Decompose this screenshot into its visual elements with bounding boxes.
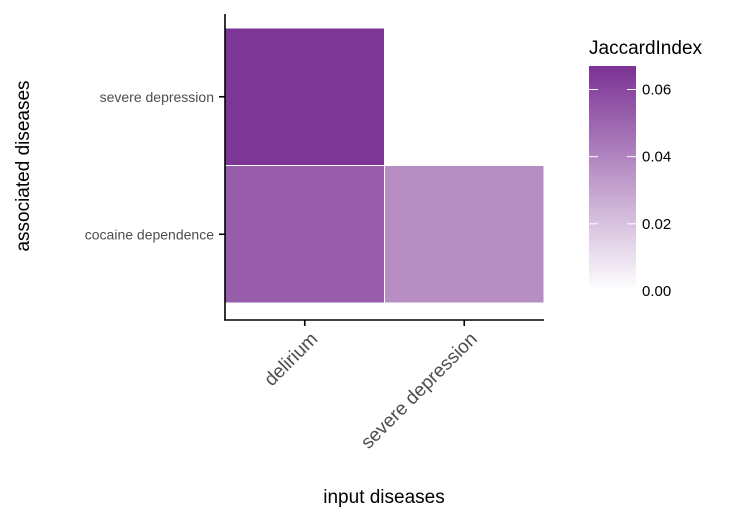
y-ticks: cocaine dependence severe depression: [85, 89, 225, 242]
legend-colorbar: [589, 66, 636, 291]
x-tick-label: severe depression: [357, 329, 482, 454]
legend-tick-label: 0.02: [642, 216, 671, 233]
legend-title: JaccardIndex: [589, 38, 703, 59]
heatmap-cells: [224, 27, 545, 304]
y-tick-label: severe depression: [100, 89, 214, 105]
y-tick-label: cocaine dependence: [85, 226, 214, 242]
legend-ticks: 0.00 0.02 0.04 0.06: [589, 82, 671, 300]
legend-tick-label: 0.00: [642, 283, 671, 300]
x-axis-title: input diseases: [323, 487, 444, 508]
x-tick-label: delirium: [260, 329, 322, 391]
x-ticks: delirium severe depression: [260, 320, 482, 454]
legend-tick-label: 0.04: [642, 149, 671, 166]
y-axis-title: associated diseases: [13, 80, 34, 251]
axes: [224, 14, 544, 321]
heatmap-cell: [384, 165, 545, 304]
heatmap-cell: [224, 165, 385, 304]
heatmap-cell: [224, 27, 385, 166]
legend-tick-label: 0.06: [642, 82, 671, 99]
color-legend: JaccardIndex 0.00 0.02 0.04 0.06: [589, 38, 703, 300]
